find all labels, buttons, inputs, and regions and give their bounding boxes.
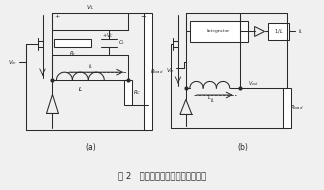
- Text: (b): (b): [237, 143, 248, 152]
- Text: $R_C$: $R_C$: [133, 88, 141, 97]
- Text: $L$: $L$: [207, 93, 212, 101]
- Text: $V_L$: $V_L$: [86, 3, 94, 12]
- Text: $1/L$: $1/L$: [274, 28, 284, 36]
- Bar: [144, 13, 152, 130]
- Text: $C_t$: $C_t$: [118, 38, 125, 47]
- Text: +: +: [55, 14, 60, 19]
- Text: $+V_C$: $+V_C$: [102, 31, 114, 40]
- Text: (a): (a): [85, 143, 96, 152]
- Text: $V_{in}$: $V_{in}$: [8, 58, 17, 67]
- Bar: [190, 21, 248, 42]
- Bar: [268, 23, 289, 40]
- Text: Integrator: Integrator: [207, 29, 230, 33]
- Text: $V_{out}$: $V_{out}$: [248, 79, 259, 88]
- Text: $I_L$: $I_L$: [210, 97, 215, 105]
- Bar: [284, 88, 292, 128]
- Text: $R_t$: $R_t$: [69, 49, 76, 58]
- Bar: [124, 80, 132, 105]
- Text: $L$: $L$: [78, 85, 83, 93]
- Text: $L$: $L$: [78, 85, 83, 93]
- Text: $R_{load}$: $R_{load}$: [150, 67, 164, 76]
- Text: −: −: [140, 13, 146, 20]
- Text: $V_{in}$: $V_{in}$: [167, 66, 176, 75]
- Text: $I_L$: $I_L$: [87, 62, 93, 71]
- Text: 图 2   电感滤波器、积分器电流感应: 图 2 电感滤波器、积分器电流感应: [118, 171, 206, 180]
- Bar: [54, 39, 91, 47]
- Text: $I_L$: $I_L$: [298, 27, 304, 36]
- Text: $R_{load}$: $R_{load}$: [290, 103, 303, 112]
